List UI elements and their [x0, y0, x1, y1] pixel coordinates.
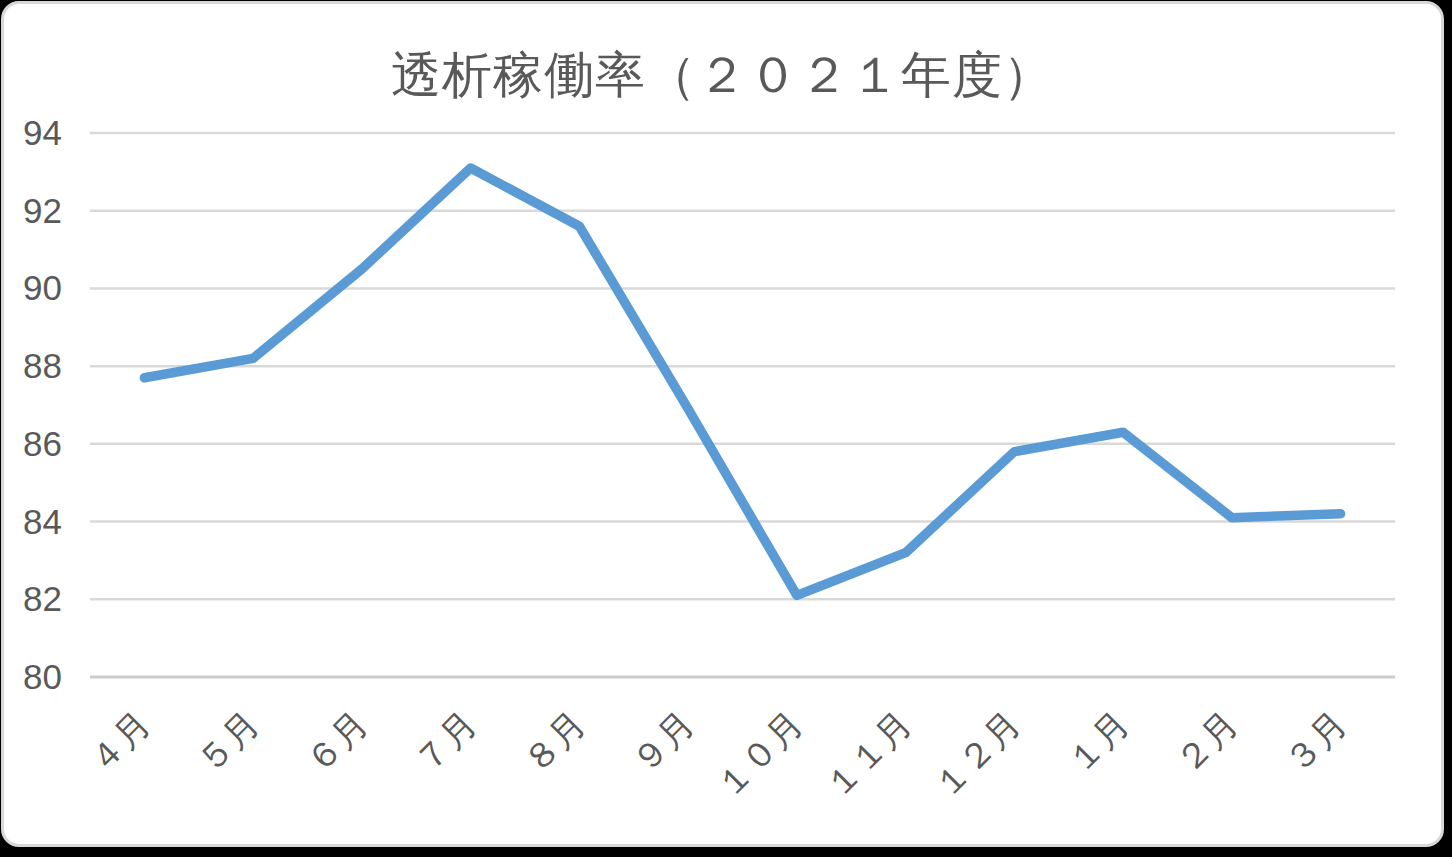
x-axis-label: ４月	[80, 703, 157, 780]
y-axis-label: 88	[23, 346, 62, 385]
y-axis-label: 86	[23, 424, 62, 463]
y-axis-label: 90	[23, 268, 62, 307]
x-axis-label: ６月	[298, 703, 375, 780]
x-axis-label: ７月	[407, 703, 484, 780]
screenshot-background: { "window": { "background_color": "#0000…	[0, 0, 1452, 857]
x-axis-label: ５月	[189, 703, 266, 780]
y-axis-label: 94	[23, 113, 62, 152]
y-axis-label: 80	[23, 657, 62, 696]
y-axis-label: 84	[23, 502, 62, 541]
line-chart-plot-area: 80 82 84 86 88 90 92 94 ４月 ５月 ６月 ７月 ８月 ９月１０月１１月１２月 １月 ２…	[1, 1, 1444, 847]
x-axis-label: ２月	[1168, 703, 1245, 780]
x-axis-label: １１月	[817, 703, 919, 805]
chart-card: 透析稼働率（２０２１年度） 8082848688909294４月５月６月７月８月…	[1, 1, 1444, 847]
data-line-series	[144, 168, 1340, 595]
x-axis-label: ８月	[515, 703, 592, 780]
x-axis-label: １月	[1059, 703, 1136, 780]
y-axis-label: 92	[23, 191, 62, 230]
x-axis-label: ３月	[1277, 703, 1354, 780]
x-axis-label: １２月	[926, 703, 1028, 805]
x-axis-label: ９月	[624, 703, 701, 780]
y-axis-label: 82	[23, 579, 62, 618]
x-axis-label: １０月	[708, 703, 810, 805]
